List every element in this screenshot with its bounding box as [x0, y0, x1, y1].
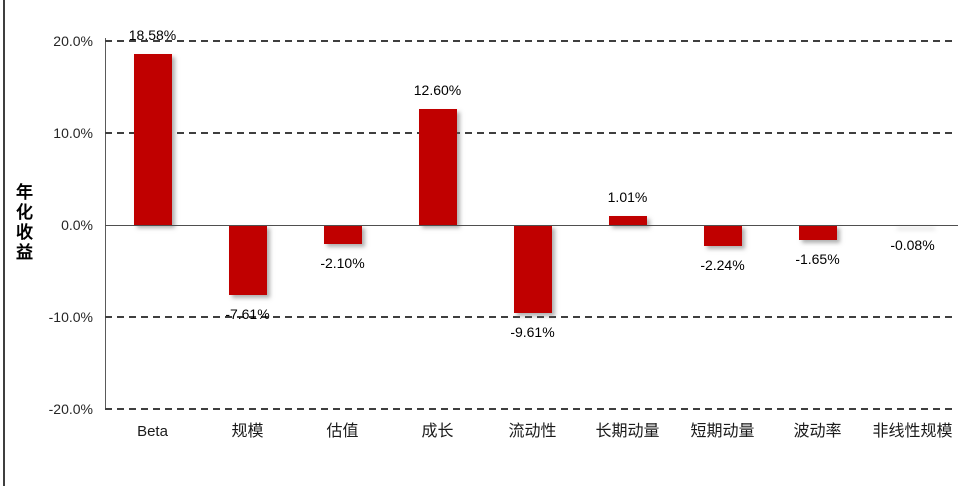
bar [608, 215, 647, 225]
bar-value-label: -0.08% [890, 237, 935, 253]
y-axis-tick-label: 10.0% [53, 125, 93, 141]
bar [893, 225, 932, 226]
bar-value-label: 12.60% [413, 82, 462, 99]
x-axis-label: Beta [137, 423, 168, 440]
bar-value-label: -9.61% [510, 324, 555, 341]
dashed-gridline [105, 132, 957, 134]
zero-gridline [105, 224, 958, 226]
x-axis-label: 短期动量 [690, 423, 755, 440]
x-axis-label: 波动率 [793, 423, 842, 440]
bar [323, 225, 362, 245]
bar-value-label: 1.01% [607, 188, 648, 205]
bar [418, 109, 457, 225]
y-axis-tick-label: -10.0% [48, 309, 93, 325]
x-axis-label: 非线性规模 [872, 423, 953, 440]
bar [513, 225, 552, 314]
bar-value-label: -1.65% [795, 251, 840, 268]
dashed-gridline [105, 316, 957, 318]
bar [703, 225, 742, 246]
x-axis-label: 估值 [326, 423, 359, 440]
bar [798, 225, 837, 241]
bar-value-label: -2.10% [320, 255, 365, 272]
bar-value-label: 18.58% [128, 27, 177, 44]
x-axis-label: 规模 [231, 423, 264, 440]
bar [228, 225, 267, 295]
dashed-gridline [105, 408, 957, 410]
x-axis-label: 流动性 [508, 423, 557, 440]
dashed-gridline [105, 40, 957, 42]
x-axis-label: 成长 [421, 423, 454, 440]
bar-value-label: -2.24% [700, 256, 745, 273]
bar-value-label: -7.61% [225, 306, 270, 322]
y-axis-tick-label: -20.0% [48, 401, 93, 417]
x-axis-label: 长期动量 [595, 423, 660, 440]
y-axis-tick-label: 20.0% [53, 33, 93, 49]
y-axis-tick-label: 0.0% [61, 217, 93, 233]
y-axis-title: 年化收益 [13, 183, 32, 263]
page-left-border [3, 0, 5, 486]
bar [133, 54, 172, 225]
y-axis-line [105, 38, 106, 410]
